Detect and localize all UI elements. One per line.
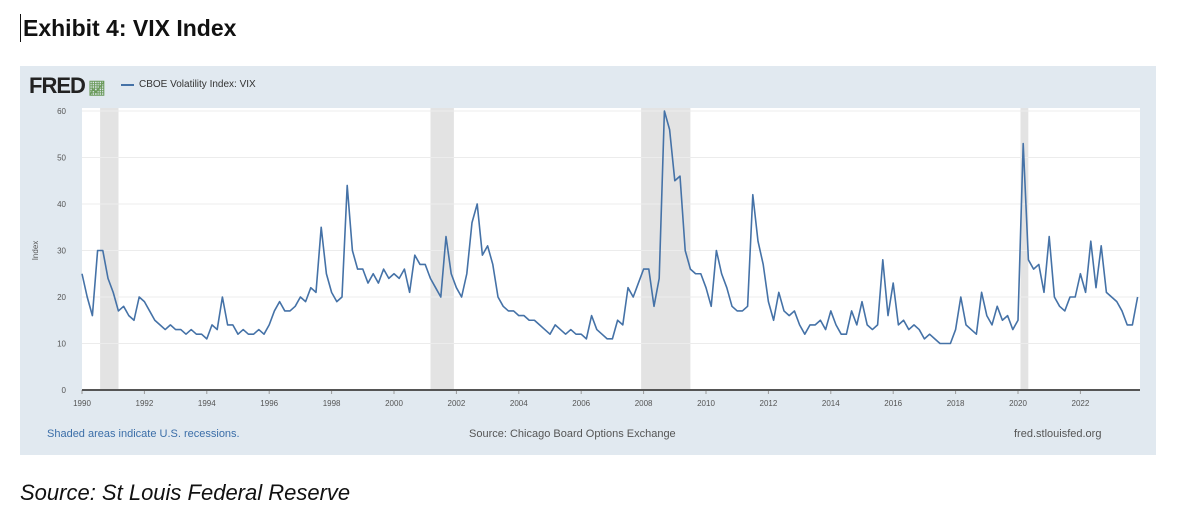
recession-band bbox=[100, 108, 119, 390]
x-tick-label: 1992 bbox=[136, 399, 154, 408]
fred-logo-text: FRED bbox=[29, 73, 86, 98]
x-tick-label: 2016 bbox=[884, 399, 902, 408]
x-tick-label: 1996 bbox=[260, 399, 278, 408]
legend-label: CBOE Volatility Index: VIX bbox=[139, 79, 256, 90]
x-tick-label: 2010 bbox=[697, 399, 715, 408]
x-tick-label: 2020 bbox=[1009, 399, 1027, 408]
legend-line-swatch bbox=[121, 83, 134, 86]
recession-band bbox=[641, 108, 691, 390]
x-tick-label: 1990 bbox=[73, 399, 91, 408]
x-tick-label: 2002 bbox=[448, 399, 466, 408]
data-source: Source: Chicago Board Options Exchange bbox=[469, 428, 676, 440]
y-tick-label: 30 bbox=[57, 247, 66, 256]
y-tick-label: 40 bbox=[57, 200, 66, 209]
recession-band bbox=[1020, 108, 1029, 390]
x-tick-label: 2014 bbox=[822, 399, 840, 408]
x-tick-label: 2004 bbox=[510, 399, 528, 408]
source-note: Source: St Louis Federal Reserve bbox=[20, 480, 351, 505]
fred-logo: FRED 📈︎ bbox=[29, 73, 106, 99]
x-tick-label: 2022 bbox=[1072, 399, 1090, 408]
x-tick-label: 1994 bbox=[198, 399, 216, 408]
chart-graph-icon: 📈︎ bbox=[87, 80, 106, 96]
y-tick-label: 0 bbox=[62, 386, 67, 395]
vix-series-line bbox=[81, 110, 1139, 345]
legend: CBOE Volatility Index: VIX bbox=[121, 79, 256, 90]
y-tick-label: 50 bbox=[57, 154, 66, 163]
x-tick-label: 1998 bbox=[323, 399, 341, 408]
x-tick-label: 2012 bbox=[760, 399, 778, 408]
y-tick-label: 20 bbox=[57, 293, 66, 302]
plot-area bbox=[82, 108, 1140, 390]
x-tick-label: 2008 bbox=[635, 399, 653, 408]
y-tick-label: 10 bbox=[57, 340, 66, 349]
x-tick-label: 2006 bbox=[572, 399, 590, 408]
y-axis-label: Index bbox=[31, 241, 40, 261]
fred-url[interactable]: fred.stlouisfed.org bbox=[1014, 428, 1102, 440]
y-tick-label: 60 bbox=[57, 107, 66, 116]
recession-note-link[interactable]: Shaded areas indicate U.S. recessions. bbox=[47, 428, 240, 440]
x-tick-label: 2000 bbox=[385, 399, 403, 408]
recession-band bbox=[430, 108, 454, 390]
exhibit-title: Exhibit 4: VIX Index bbox=[20, 14, 236, 42]
x-tick-label: 2018 bbox=[947, 399, 965, 408]
